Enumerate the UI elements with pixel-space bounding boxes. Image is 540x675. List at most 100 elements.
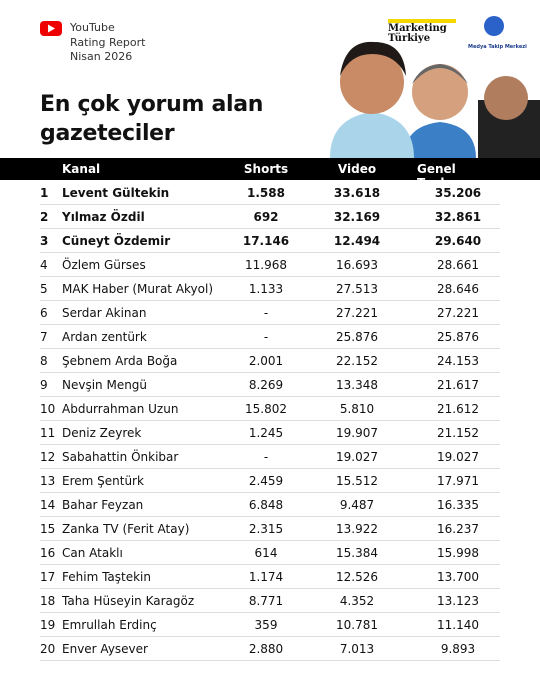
- rank: 14: [40, 498, 56, 512]
- cell-value: -: [263, 330, 269, 344]
- rank: 7: [40, 330, 48, 344]
- photo-face: [484, 76, 528, 120]
- rank: 2: [40, 210, 49, 224]
- cell-value: 28.646: [437, 282, 479, 296]
- channel-name: Cüneyt Özdemir: [62, 234, 171, 248]
- rank: 20: [40, 642, 56, 656]
- channel-name: Zanka TV (Ferit Atay): [62, 522, 190, 536]
- channel-name: Yılmaz Özdil: [62, 210, 145, 224]
- photo-shirt: [404, 122, 476, 158]
- brand-line: YouTube: [70, 21, 115, 34]
- channel-name: Nevşin Mengü: [62, 378, 148, 392]
- table-row: 14 Bahar Feyzan 6.848 9.487 16.335: [40, 493, 500, 517]
- cell-value: 12.526: [336, 570, 378, 584]
- rank: 19: [40, 618, 56, 632]
- channel-name: Erem Şentürk: [62, 474, 144, 488]
- table-row: 4 Özlem Gürses 11.968 16.693 28.661: [40, 253, 500, 277]
- logo-mtm: Medya Takip Merkezi: [468, 44, 527, 50]
- cell-value: 27.513: [336, 282, 378, 296]
- cell-value: 12.494: [333, 234, 381, 248]
- photo-hair: [340, 41, 406, 76]
- cell-value: 11.140: [437, 618, 479, 632]
- brand-line: Nisan 2026: [70, 50, 133, 63]
- column-header: Kanal: [62, 162, 101, 176]
- channel-name: Abdurrahman Uzun: [62, 402, 179, 416]
- logo-bar: [388, 19, 456, 23]
- logo-marketing: Marketing Türkiye: [388, 24, 447, 44]
- cell-value: 13.700: [437, 570, 479, 584]
- title-line: En çok yorum alan: [40, 92, 264, 117]
- cell-value: 21.152: [437, 426, 479, 440]
- channel-name: MAK Haber (Murat Akyol): [62, 282, 214, 296]
- cell-value: 19.027: [336, 450, 378, 464]
- cell-value: 15.998: [437, 546, 479, 560]
- photo-shirt: [330, 112, 414, 158]
- cell-value: 1.245: [248, 426, 284, 440]
- channel-name: Enver Aysever: [62, 642, 148, 656]
- photo-hair: [412, 64, 468, 84]
- cell-value: 359: [254, 618, 278, 632]
- cell-value: 1.174: [248, 570, 284, 584]
- logo-text: Türkiye: [388, 33, 431, 44]
- photo-face: [340, 50, 404, 114]
- cell-value: 15.384: [336, 546, 378, 560]
- channel-name: Deniz Zeyrek: [62, 426, 142, 440]
- table-row: 12 Sabahattin Önkibar - 19.027 19.027: [40, 445, 500, 469]
- channel-name: Serdar Akinan: [62, 306, 147, 320]
- table-row: 3 Cüneyt Özdemir 17.146 12.494 29.640: [40, 229, 500, 253]
- rank: 8: [40, 354, 48, 368]
- channel-name: Ardan zentürk: [62, 330, 147, 344]
- decor: [40, 16, 540, 158]
- cell-value: 8.771: [248, 594, 284, 608]
- table-row: 7 Ardan zentürk - 25.876 25.876: [40, 325, 500, 349]
- table-row: 13 Erem Şentürk 2.459 15.512 17.971: [40, 469, 500, 493]
- cell-value: -: [263, 306, 269, 320]
- cell-value: 28.661: [437, 258, 479, 272]
- cell-value: 2.459: [248, 474, 284, 488]
- table-row: 1 Levent Gültekin 1.588 33.618 35.206: [40, 181, 500, 205]
- cell-value: 692: [253, 210, 279, 224]
- cell-value: 21.617: [437, 378, 479, 392]
- cell-value: 1.588: [247, 186, 285, 200]
- cell-value: 15.512: [336, 474, 378, 488]
- table-row: 6 Serdar Akinan - 27.221 27.221: [40, 301, 500, 325]
- rank: 11: [40, 426, 56, 440]
- channel-name: Emrullah Erdinç: [62, 618, 157, 632]
- cell-value: 7.013: [339, 642, 375, 656]
- cell-value: 33.618: [333, 186, 381, 200]
- rank: 3: [40, 234, 49, 248]
- column-header: Shorts: [243, 162, 289, 176]
- cell-value: 25.876: [336, 330, 378, 344]
- table-row: 18 Taha Hüseyin Karagöz 8.771 4.352 13.123: [40, 589, 500, 613]
- cell-value: 35.206: [434, 186, 482, 200]
- rank: 15: [40, 522, 56, 536]
- channel-name: Bahar Feyzan: [62, 498, 144, 512]
- table-row: 17 Fehim Taştekin 1.174 12.526 13.700: [40, 565, 500, 589]
- column-header: Video: [337, 162, 377, 176]
- rank: 12: [40, 450, 56, 464]
- table-row: 15 Zanka TV (Ferit Atay) 2.315 13.922 16.237: [40, 517, 500, 541]
- cell-value: 25.876: [437, 330, 479, 344]
- channel-name: Levent Gültekin: [62, 186, 170, 200]
- logo-text: Marketing: [388, 23, 447, 34]
- cell-value: 16.237: [437, 522, 479, 536]
- rank: 6: [40, 306, 48, 320]
- cell-value: 6.848: [248, 498, 284, 512]
- table-row: 2 Yılmaz Özdil 692 32.169 32.861: [40, 205, 500, 229]
- rank: 16: [40, 546, 56, 560]
- channel-name: Taha Hüseyin Karagöz: [62, 594, 195, 608]
- cell-value: 9.487: [339, 498, 375, 512]
- cell-value: 32.169: [333, 210, 381, 224]
- rank: 17: [40, 570, 56, 584]
- photo-face: [412, 64, 468, 120]
- channel-name: Özlem Gürses: [62, 258, 146, 272]
- table-row: 10 Abdurrahman Uzun 15.802 5.810 21.612: [40, 397, 500, 421]
- cell-value: 19.027: [437, 450, 479, 464]
- rank: 1: [40, 186, 49, 200]
- cell-value: 19.907: [336, 426, 378, 440]
- table-row: 19 Emrullah Erdinç 359 10.781 11.140: [40, 613, 500, 637]
- cell-value: 17.146: [242, 234, 290, 248]
- cell-value: 15.802: [245, 402, 287, 416]
- cell-value: 16.335: [437, 498, 479, 512]
- table-row: 5 MAK Haber (Murat Akyol) 1.133 27.513 28.64…: [40, 277, 500, 301]
